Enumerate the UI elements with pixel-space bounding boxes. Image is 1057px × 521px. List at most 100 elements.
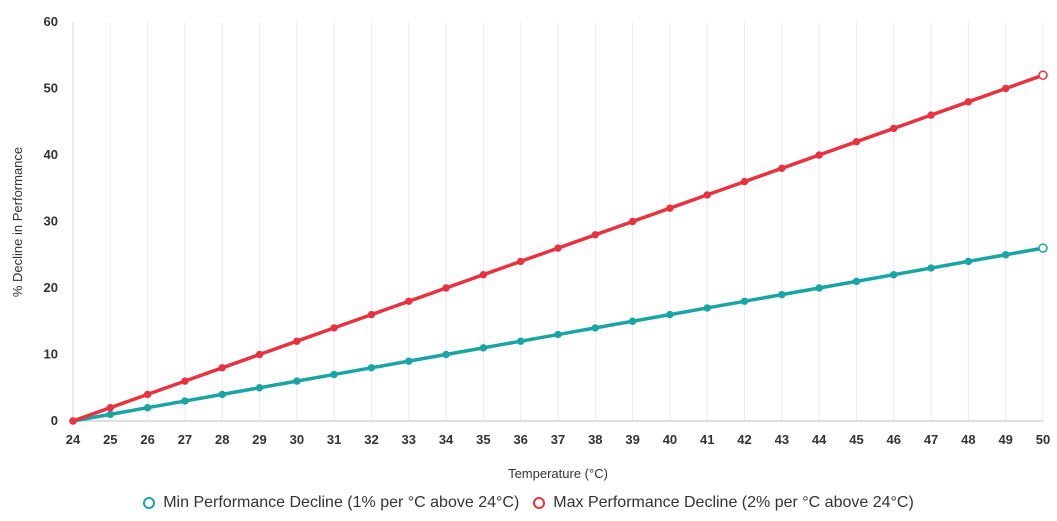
data-point[interactable] [890,124,898,133]
data-point[interactable] [479,344,488,352]
data-point[interactable] [852,138,861,146]
grid [109,22,1044,421]
legend-item-min[interactable]: Min Performance Decline (1% per °C above… [143,494,519,512]
data-point[interactable] [330,370,338,379]
data-point[interactable] [143,404,152,412]
x-tick-label: 31 [327,432,341,447]
data-point[interactable] [1001,84,1010,93]
x-tick-label: 36 [513,432,527,447]
data-point[interactable] [1038,70,1048,80]
data-point[interactable] [106,404,115,412]
x-tick-label: 33 [402,432,416,447]
x-tick-label: 48 [961,432,975,447]
line-chart: 0 10 20 30 40 50 60 24 25 26 27 28 29 30 31 32 33 34 35 36 3… [10,14,1051,481]
x-tick-label: 26 [140,432,154,447]
data-point[interactable] [890,271,898,279]
data-point[interactable] [740,177,749,186]
data-point[interactable] [330,324,338,332]
data-point[interactable] [703,304,711,312]
data-point[interactable] [442,350,450,359]
data-point[interactable] [255,350,264,359]
data-point[interactable] [666,204,674,212]
data-point[interactable] [815,151,823,159]
data-point[interactable] [740,297,749,305]
data-point[interactable] [628,317,637,325]
data-point[interactable] [852,277,861,286]
x-tick-label: 30 [290,432,304,447]
y-tick-label: 60 [44,14,58,29]
x-tick-label: 38 [588,432,602,447]
series-layer [69,70,1048,425]
x-tick-label: 39 [625,432,639,447]
data-point[interactable] [255,384,264,392]
x-tick-label: 40 [663,432,677,447]
data-point[interactable] [367,364,376,372]
data-point[interactable] [218,364,226,372]
data-point[interactable] [1038,243,1048,253]
y-tick-label: 40 [44,147,58,162]
data-point[interactable] [964,257,973,266]
data-point[interactable] [703,191,711,199]
legend-circle-icon [533,497,546,509]
data-point[interactable] [964,98,973,106]
x-tick-label: 43 [775,432,789,447]
x-tick-label: 24 [66,432,81,447]
data-point[interactable] [778,290,786,299]
data-point[interactable] [367,310,376,319]
data-point[interactable] [927,111,935,119]
data-point[interactable] [628,217,637,226]
y-tick-label: 0 [51,413,58,428]
data-point[interactable] [181,377,189,385]
data-point[interactable] [293,377,301,385]
data-point[interactable] [554,330,562,339]
y-axis-title: % Decline in Performance [10,147,25,297]
x-tick-label: 41 [700,432,714,447]
data-point[interactable] [442,284,450,292]
x-tick-label: 28 [215,432,229,447]
data-point[interactable] [181,397,189,405]
data-point[interactable] [69,417,77,425]
data-point[interactable] [516,257,525,266]
data-point[interactable] [293,337,301,345]
x-tick-label: 29 [252,432,266,447]
data-point[interactable] [516,337,525,345]
data-point[interactable] [1001,251,1010,259]
data-point[interactable] [106,410,115,419]
x-tick-label: 49 [998,432,1012,447]
x-tick-label: 44 [812,432,827,447]
x-tick-label: 45 [849,432,863,447]
x-tick-label: 37 [551,432,565,447]
legend-item-max[interactable]: Max Performance Decline (2% per °C above… [533,494,914,512]
legend: Min Performance Decline (1% per °C above… [0,494,1057,512]
y-tick-label: 50 [44,81,58,96]
x-tick-label: 50 [1036,432,1050,447]
data-point[interactable] [143,390,152,399]
x-axis-title: Temperature (°C) [508,466,608,481]
data-point[interactable] [405,297,413,305]
y-tick-label: 30 [44,214,58,229]
data-point[interactable] [591,324,600,332]
axes: 0 10 20 30 40 50 60 24 25 26 27 28 29 30 31 32 33 34 35 36 3… [44,14,1051,447]
x-tick-label: 34 [439,432,454,447]
data-point[interactable] [405,357,413,365]
data-point[interactable] [591,231,600,239]
data-point[interactable] [218,390,226,399]
data-point[interactable] [554,244,562,252]
data-point[interactable] [815,284,823,292]
x-tick-label: 35 [476,432,490,447]
x-tick-label: 46 [887,432,901,447]
data-point[interactable] [479,271,488,279]
data-point[interactable] [927,264,935,272]
x-tick-label: 32 [364,432,378,447]
y-tick-label: 20 [44,280,58,295]
x-tick-label: 42 [737,432,751,447]
legend-label-max: Max Performance Decline (2% per °C above… [553,494,914,511]
x-tick-label: 47 [924,432,938,447]
y-tick-label: 10 [44,347,58,362]
data-point[interactable] [666,310,674,319]
legend-label-min: Min Performance Decline (1% per °C above… [163,494,520,511]
x-tick-label: 27 [178,432,192,447]
data-point[interactable] [778,164,786,173]
x-tick-label: 25 [103,432,117,447]
